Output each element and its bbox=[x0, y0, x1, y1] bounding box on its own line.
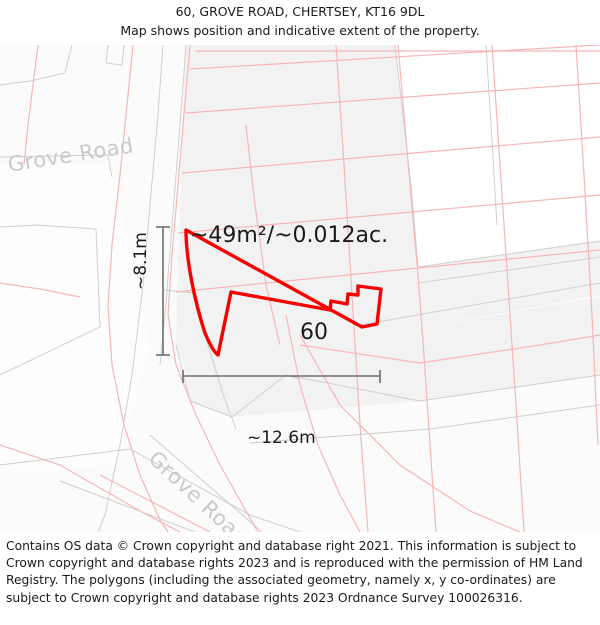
footer-attribution: Contains OS data © Crown copyright and d… bbox=[0, 532, 600, 625]
plot-edge-south-3 bbox=[249, 404, 600, 444]
road-edge-south-mid bbox=[149, 434, 263, 532]
building-outline-1 bbox=[0, 45, 73, 86]
building-outline-3 bbox=[0, 154, 113, 178]
dimension-bar-group bbox=[156, 226, 381, 383]
property-outline-path bbox=[184, 228, 383, 357]
road-edge-south-west bbox=[0, 448, 301, 532]
parcel-line-curve-west2 bbox=[167, 45, 259, 532]
building-outline-5 bbox=[162, 289, 237, 430]
header: 60, GROVE ROAD, CHERTSEY, KT16 9DL Map s… bbox=[0, 0, 600, 45]
road-edge-mid bbox=[159, 45, 187, 366]
shaded-parcel-south bbox=[182, 297, 600, 417]
parcel-line-sw-1 bbox=[99, 474, 211, 532]
road-edge-west bbox=[97, 45, 164, 532]
road-edge-south-lower bbox=[59, 480, 196, 532]
parcel-edge-mid-right bbox=[359, 282, 600, 326]
parcel-line-group bbox=[0, 45, 600, 532]
parcel-line-nw bbox=[23, 45, 39, 166]
parcel-line-diag-2 bbox=[299, 334, 521, 532]
parcel-line-w-short bbox=[0, 282, 81, 298]
plot-edge-south-2 bbox=[285, 374, 600, 402]
parcel-edge-right-4 bbox=[485, 45, 498, 226]
parcel-line-v3 bbox=[575, 45, 599, 446]
parcel-line-h1 bbox=[189, 45, 600, 70]
parcel-line-h4 bbox=[177, 194, 600, 234]
parcel-line-h3 bbox=[181, 136, 600, 174]
parcel-line-v1 bbox=[397, 45, 437, 532]
map-vector-layer bbox=[0, 45, 600, 532]
page-subtitle: Map shows position and indicative extent… bbox=[120, 23, 480, 38]
shaded-parcel-road-strip bbox=[232, 375, 600, 443]
copyright-text: Contains OS data © Crown copyright and d… bbox=[6, 539, 583, 605]
property-boundary[interactable] bbox=[184, 228, 383, 357]
parcel-edge-right-3 bbox=[417, 256, 600, 284]
parcel-line-sw-2 bbox=[0, 444, 181, 532]
shaded-parcel-divider bbox=[176, 283, 600, 357]
map-canvas[interactable]: Grove Road Grove Road ~49m²/~0.012ac. 60… bbox=[0, 45, 600, 532]
parcel-edge-right-1 bbox=[394, 45, 419, 268]
page-title: 60, GROVE ROAD, CHERTSEY, KT16 9DL bbox=[175, 4, 425, 19]
parcel-line-h2 bbox=[185, 82, 600, 114]
parcel-line-v2 bbox=[491, 45, 525, 532]
white-parcel-top-right bbox=[395, 45, 600, 267]
parcel-line-south-curve bbox=[299, 334, 600, 364]
building-outline-group bbox=[0, 45, 600, 532]
parcel-line-h5 bbox=[175, 249, 600, 293]
parcel-line-diag-1 bbox=[285, 314, 361, 532]
parcel-line-curve-west bbox=[107, 45, 169, 532]
parcel-line-inner bbox=[245, 124, 281, 346]
parcel-edge-right-2 bbox=[417, 240, 600, 268]
building-outline-4 bbox=[0, 224, 101, 376]
building-outline-2 bbox=[105, 45, 125, 66]
